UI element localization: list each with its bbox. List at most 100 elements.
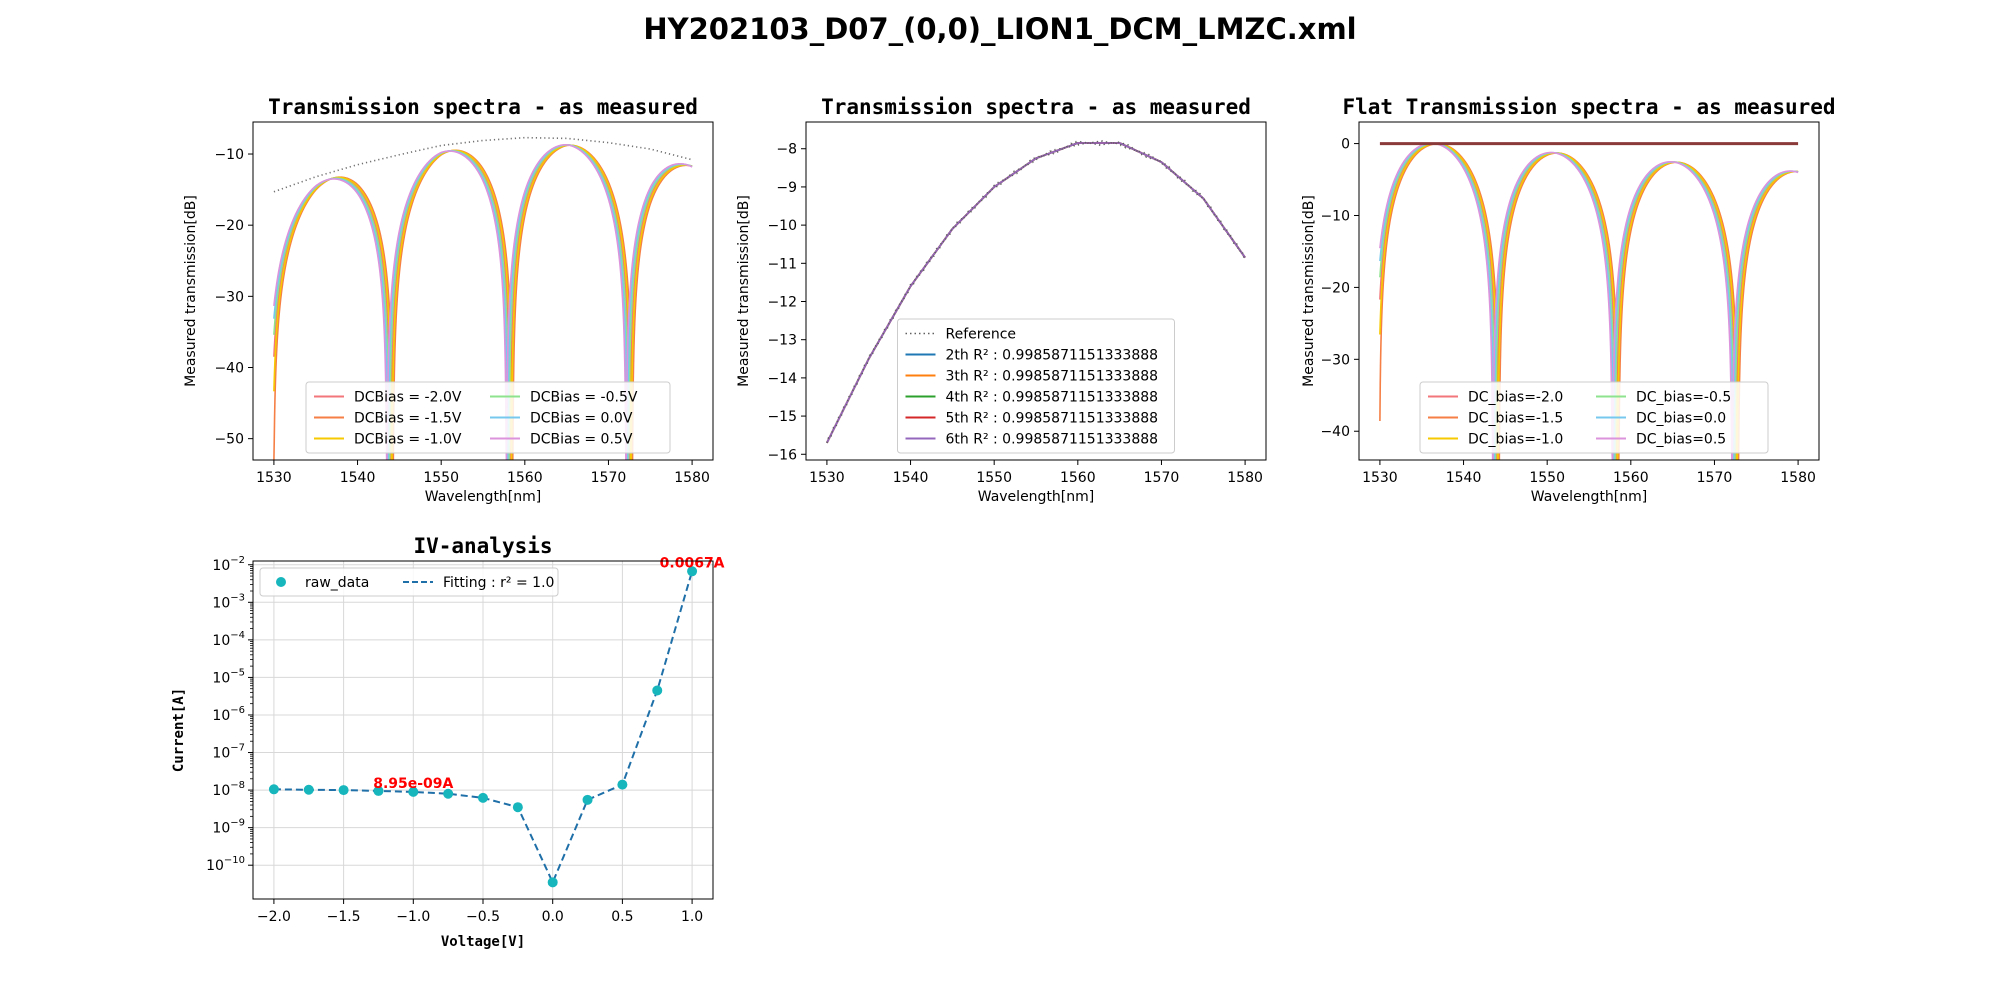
legend: DC_bias=-2.0 DC_bias=-1.5 DC_bias=-1.0 DC_b…: [1419, 381, 1769, 454]
raw-data-point: [478, 792, 488, 803]
series-line: [1379, 142, 1799, 460]
legend-label: DCBias = 0.5V: [530, 432, 633, 448]
series-line: [273, 144, 693, 460]
legend: DCBias = -2.0V DCBias = -1.5V DCBias = -1.…: [305, 381, 671, 454]
y-tick-label: −30: [214, 289, 244, 305]
x-tick-label: 1550: [976, 470, 1012, 486]
y-tick-label: 10−2: [212, 555, 245, 574]
annotation-label: 0.0067A: [660, 555, 725, 571]
y-tick-label: −30: [1320, 352, 1350, 368]
axes-title: Transmission spectra - as measured: [268, 95, 698, 119]
legend-label: DCBias = 0.0V: [530, 411, 633, 427]
legend-label: 4th R² : 0.9985871151333888: [946, 390, 1159, 406]
y-tick-label: −13: [767, 333, 797, 349]
y-tick-label: −16: [767, 447, 797, 463]
legend: raw_data Fitting : r² = 1.0: [259, 567, 559, 597]
x-tick-label: 1580: [674, 470, 710, 486]
y-tick-label: 0: [1341, 137, 1350, 153]
legend: Reference 2th R² : 0.9985871151333888 3th …: [897, 318, 1175, 454]
x-tick-label: 1.0: [681, 909, 703, 925]
y-tick-label: 10−6: [212, 705, 245, 724]
legend-label: DC_bias=-0.5: [1636, 390, 1731, 406]
y-axis-label: Current[A]: [171, 688, 187, 772]
x-axis-label: Wavelength[nm]: [1531, 489, 1647, 505]
plot-area: [273, 136, 693, 460]
x-axis-label: Wavelength[nm]: [978, 489, 1094, 505]
x-tick-label: 1560: [1060, 470, 1096, 486]
legend-label: Fitting : r² = 1.0: [443, 575, 554, 591]
axes-frame: [252, 121, 714, 461]
x-tick-label: 1540: [1446, 470, 1482, 486]
raw-data-point: [617, 779, 628, 790]
x-tick-label: 1550: [423, 470, 459, 486]
raw-data-point: [547, 877, 558, 888]
x-tick-label: 1570: [1144, 470, 1180, 486]
legend-label: DC_bias=0.5: [1636, 432, 1726, 448]
x-tick-label: 1580: [1227, 470, 1263, 486]
x-tick-label: 1560: [1613, 470, 1649, 486]
y-tick-label: −40: [1320, 424, 1350, 440]
y-tick-label: 10−9: [212, 818, 245, 837]
legend-frame: [897, 318, 1175, 454]
raw-data-point: [582, 794, 593, 805]
legend-label: Reference: [946, 327, 1017, 343]
legend-label: 3th R² : 0.9985871151333888: [946, 369, 1159, 385]
series-line: [273, 143, 693, 460]
y-tick-label: 10−5: [212, 667, 245, 686]
series-line: [1379, 142, 1799, 460]
raw-data-point: [408, 786, 419, 797]
x-axis-label: Voltage[V]: [441, 934, 525, 950]
chart-iv-analysis: 8.95e-09A 0.0067A IV-analysis −2.0 −1.5 −1.0 −…: [171, 534, 725, 950]
raw-data-point: [652, 685, 663, 696]
chart-transmission-spectra: Transmission spectra - as measured 1530 15…: [183, 95, 714, 505]
raw-data-point: [687, 566, 698, 577]
legend-swatch: [276, 577, 286, 587]
x-tick-label: −2.0: [257, 909, 291, 925]
legend-label: raw_data: [305, 575, 369, 591]
x-tick-label: 1530: [1362, 470, 1398, 486]
chart-flat-transmission: Flat Transmission spectra - as measured 1…: [1301, 95, 1836, 505]
raw-data-point: [443, 788, 454, 799]
legend-label: DCBias = -2.0V: [354, 390, 462, 406]
series-line: [273, 143, 693, 460]
y-tick-label: −12: [767, 295, 797, 311]
y-axis-label: Measured transmission[dB]: [736, 195, 752, 387]
x-tick-label: 1530: [809, 470, 845, 486]
y-axis-label: Measured transmission[dB]: [1301, 195, 1317, 387]
legend-label: 6th R² : 0.9985871151333888: [946, 432, 1159, 448]
legend-frame: [1419, 381, 1769, 454]
plot-area: [1379, 142, 1799, 460]
legend-label: DC_bias=0.0: [1636, 411, 1726, 427]
y-tick-label: −10: [767, 218, 797, 234]
x-tick-label: −1.5: [327, 909, 361, 925]
y-tick-label: −50: [214, 432, 244, 448]
plot-area: [826, 139, 1246, 444]
x-tick-label: 1580: [1780, 470, 1816, 486]
x-tick-label: 1540: [340, 470, 376, 486]
y-tick-label: −20: [1320, 280, 1350, 296]
axes-title: IV-analysis: [413, 534, 552, 558]
x-tick-label: 1570: [591, 470, 627, 486]
y-tick-label: −11: [767, 256, 797, 272]
x-tick-label: 0.5: [611, 909, 633, 925]
y-tick-label: −9: [776, 180, 797, 196]
x-tick-label: 1570: [1697, 470, 1733, 486]
axes-title: Transmission spectra - as measured: [821, 95, 1251, 119]
y-tick-label: −10: [1320, 208, 1350, 224]
axes-title: Flat Transmission spectra - as measured: [1342, 95, 1835, 119]
x-axis-label: Wavelength[nm]: [425, 489, 541, 505]
legend-label: 2th R² : 0.9985871151333888: [946, 348, 1159, 364]
annotation-label: 8.95e-09A: [373, 776, 453, 792]
axes-frame: [1358, 121, 1820, 461]
x-tick-label: 1530: [256, 470, 292, 486]
legend-frame: [305, 381, 671, 454]
x-tick-label: −0.5: [466, 909, 500, 925]
raw-data-point: [338, 785, 349, 796]
figure-title: HY202103_D07_(0,0)_LION1_DCM_LMZC.xml: [643, 12, 1357, 46]
y-tick-label: −15: [767, 409, 797, 425]
raw-data-point: [512, 802, 523, 813]
legend-label: DCBias = -1.5V: [354, 411, 462, 427]
y-tick-label: −14: [767, 371, 797, 387]
y-tick-label: −8: [776, 142, 797, 158]
